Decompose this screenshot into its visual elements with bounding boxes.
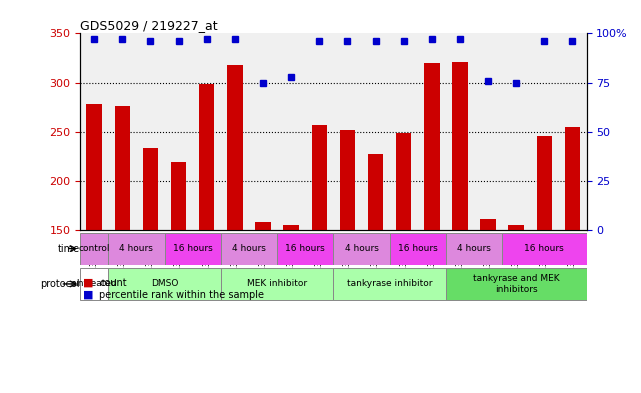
Bar (333, 268, 446, 300)
Bar (165, 233, 221, 264)
Text: tankyrase and MEK
inhibitors: tankyrase and MEK inhibitors (473, 274, 560, 294)
Bar (199, 83, 215, 230)
Bar (221, 268, 333, 300)
Text: MEK inhibitor: MEK inhibitor (247, 279, 307, 288)
Text: count: count (99, 278, 127, 288)
Bar (283, 225, 299, 230)
Text: time: time (58, 244, 80, 253)
Bar (115, 106, 130, 230)
Text: 4 hours: 4 hours (344, 244, 378, 253)
Bar (480, 219, 495, 230)
Bar (340, 130, 355, 230)
Text: 16 hours: 16 hours (524, 244, 564, 253)
Text: DMSO: DMSO (151, 279, 178, 288)
Text: 16 hours: 16 hours (173, 244, 213, 253)
Text: 4 hours: 4 hours (119, 244, 153, 253)
Bar (143, 148, 158, 230)
Text: percentile rank within the sample: percentile rank within the sample (99, 290, 264, 300)
Bar (446, 233, 502, 264)
Text: tankyrase inhibitor: tankyrase inhibitor (347, 279, 432, 288)
Text: protocol: protocol (40, 279, 80, 289)
Bar (424, 63, 440, 230)
Bar (80, 268, 108, 300)
Bar (277, 233, 333, 264)
Bar (452, 62, 468, 230)
Text: 4 hours: 4 hours (457, 244, 491, 253)
Bar (87, 104, 102, 230)
Bar (108, 268, 221, 300)
Bar (390, 233, 446, 264)
Bar (333, 233, 390, 264)
Bar (446, 268, 587, 300)
Text: 16 hours: 16 hours (398, 244, 438, 253)
Bar (537, 136, 552, 230)
Text: 16 hours: 16 hours (285, 244, 325, 253)
Bar (565, 127, 580, 230)
Bar (368, 154, 383, 230)
Text: 4 hours: 4 hours (232, 244, 266, 253)
Bar (312, 125, 327, 230)
Bar (227, 65, 242, 230)
Bar (171, 162, 187, 230)
Text: control: control (78, 244, 110, 253)
Bar (396, 132, 412, 230)
Bar (502, 233, 587, 264)
Text: GDS5029 / 219227_at: GDS5029 / 219227_at (80, 19, 218, 32)
Text: ■: ■ (83, 278, 94, 288)
Bar (508, 225, 524, 230)
Text: untreated: untreated (72, 279, 117, 288)
Text: ■: ■ (83, 290, 94, 300)
Bar (255, 222, 271, 230)
Bar (80, 233, 108, 264)
Bar (108, 233, 165, 264)
Bar (221, 233, 277, 264)
